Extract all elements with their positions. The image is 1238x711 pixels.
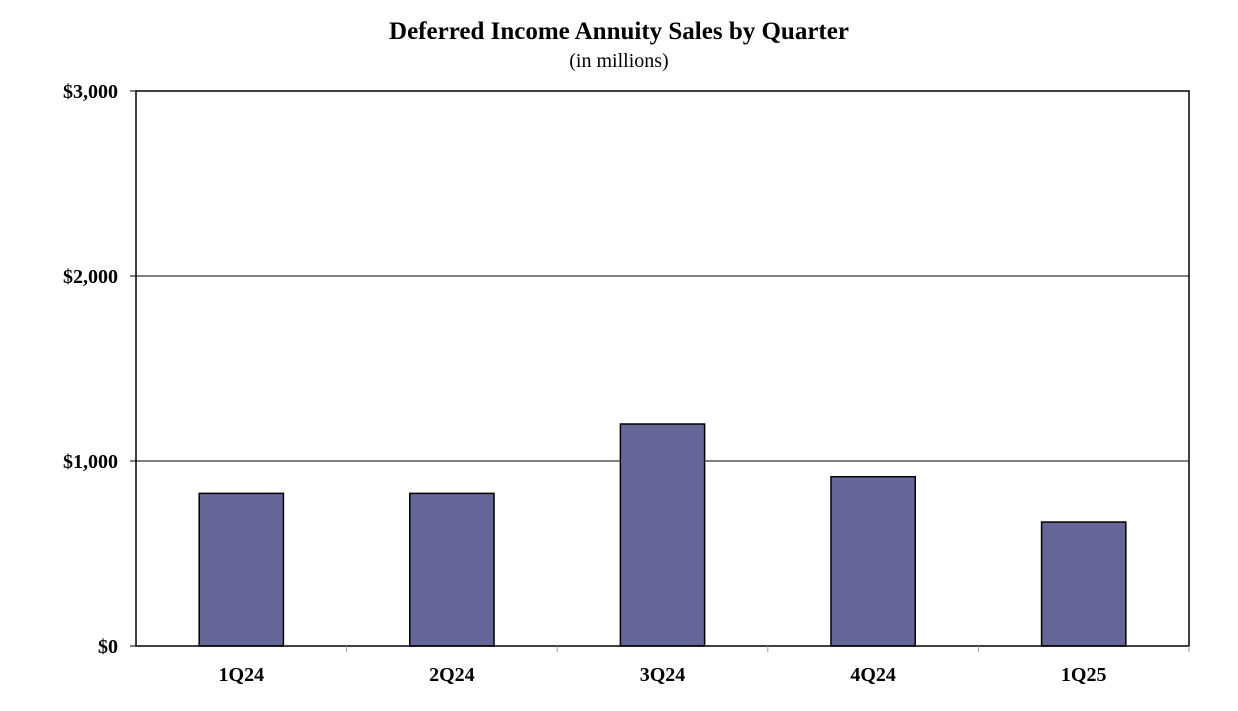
x-tick-label: 2Q24 bbox=[429, 664, 475, 686]
bar-2q24 bbox=[409, 492, 495, 647]
chart-title: Deferred Income Annuity Sales by Quarter bbox=[389, 18, 849, 45]
x-tick-label: 1Q25 bbox=[1061, 664, 1107, 686]
bar-3q24 bbox=[619, 423, 706, 647]
y-tick-label: $3,000 bbox=[63, 81, 118, 103]
plot-area-frame bbox=[135, 90, 1190, 647]
x-tick-label: 3Q24 bbox=[640, 664, 686, 686]
chart-subtitle: (in millions) bbox=[569, 50, 669, 72]
bar-1q24 bbox=[198, 492, 285, 647]
x-tick-label: 1Q24 bbox=[219, 664, 265, 686]
x-axis-tick-marks bbox=[346, 646, 1190, 652]
x-tick-label: 4Q24 bbox=[850, 664, 896, 686]
y-tick-label: $0 bbox=[98, 636, 118, 658]
y-axis-ticks: $0 $1,000 $2,000 $3,000 bbox=[63, 81, 136, 658]
bar-1q25 bbox=[1040, 521, 1127, 647]
x-axis-ticks: 1Q24 2Q24 3Q24 4Q24 1Q25 bbox=[219, 664, 1107, 686]
y-tick-label: $2,000 bbox=[63, 266, 118, 288]
bar-4q24 bbox=[830, 475, 916, 647]
bars bbox=[198, 423, 1127, 647]
y-tick-label: $1,000 bbox=[63, 451, 118, 473]
